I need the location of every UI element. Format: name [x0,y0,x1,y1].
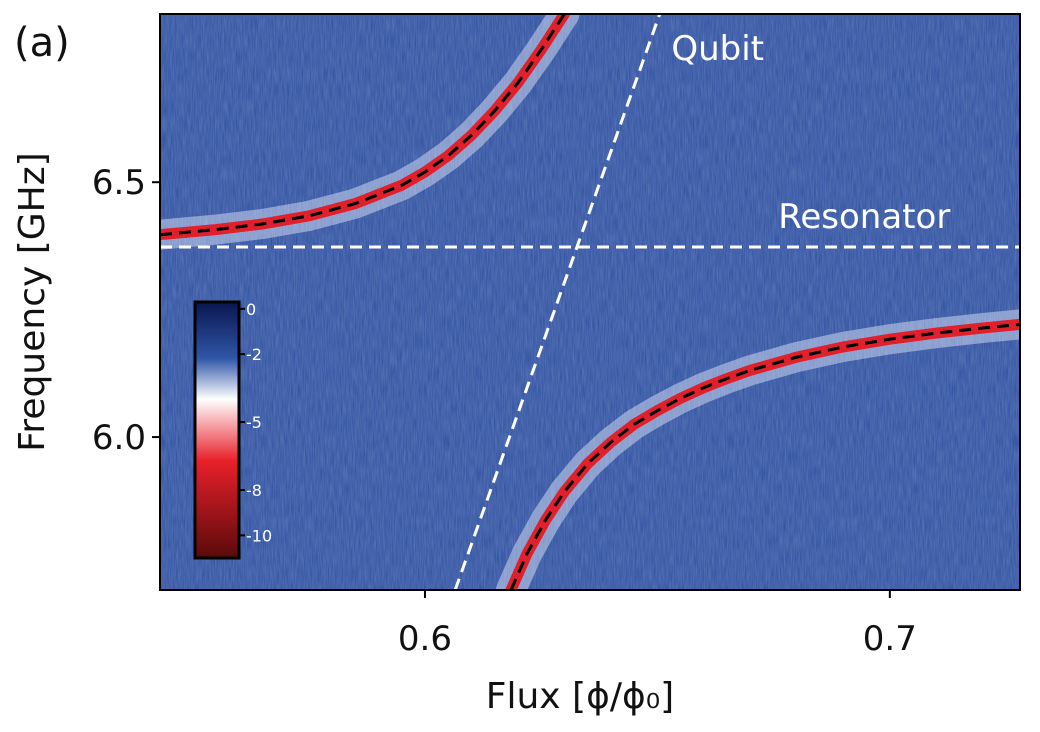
y-tick-label: 6.5 [92,163,146,203]
qubit-line [453,14,662,590]
colorbar-tick-label: 0 [246,300,256,319]
lower-branch-fit [509,322,1020,590]
x-tick-label: 0.6 [398,619,452,659]
plot-area [160,14,1020,590]
colorbar-tick-label: -5 [246,413,262,432]
qubit-annotation: Qubit [671,29,764,69]
x-axis-label: Flux [ϕ/ϕ₀] [486,676,674,717]
colorbar-tick-label: -2 [246,345,262,364]
colorbar-gradient [193,300,241,560]
y-tick-label: 6.0 [92,418,146,458]
panel-label: (a) [14,20,70,66]
x-tick-label: 0.7 [863,619,917,659]
resonator-annotation: Resonator [778,197,950,237]
colorbar: 0 -2 -5 -8 -10 [193,300,272,560]
colorbar-tick-label: -10 [246,526,272,545]
upper-branch-fit [160,14,566,237]
colorbar-tick-label: -8 [246,481,262,500]
plot-frame [159,13,1021,591]
y-axis-label: Frequency [GHz] [12,152,53,451]
heatmap-noise [160,14,1020,590]
